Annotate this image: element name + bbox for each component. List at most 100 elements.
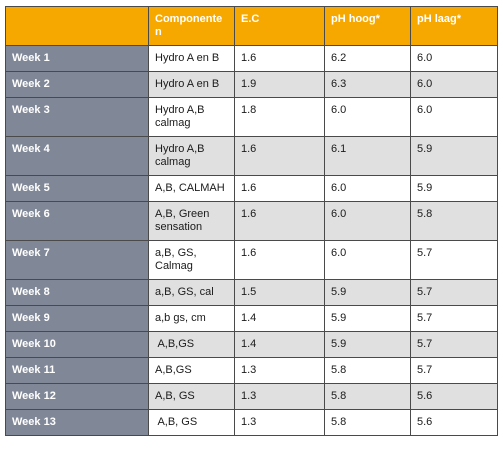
- ph-high-cell: 6.0: [324, 201, 411, 241]
- ph-low-cell: 5.7: [410, 240, 498, 280]
- ph-high-cell: 6.0: [324, 175, 411, 202]
- ec-cell: 1.6: [234, 136, 325, 176]
- table-row: Week 12 A,B, GS 1.3 5.8 5.6: [5, 383, 498, 410]
- ec-cell: 1.3: [234, 357, 325, 384]
- components-cell: A,B, CALMAH: [148, 175, 235, 202]
- components-cell: Hydro A,B calmag: [148, 136, 235, 176]
- week-cell: Week 4: [5, 136, 149, 176]
- table-row: Week 6 A,B, Green sensation 1.6 6.0 5.8: [5, 201, 498, 241]
- ec-cell: 1.8: [234, 97, 325, 137]
- ph-high-cell: 6.0: [324, 240, 411, 280]
- ph-high-cell: 6.1: [324, 136, 411, 176]
- table-row: Week 13 A,B, GS 1.3 5.8 5.6: [5, 409, 498, 436]
- week-cell: Week 1: [5, 45, 149, 72]
- components-cell: a,b gs, cm: [148, 305, 235, 332]
- header-ph-low: pH laag*: [410, 6, 498, 46]
- ec-cell: 1.9: [234, 71, 325, 98]
- components-cell: A,B, GS: [148, 383, 235, 410]
- ph-low-cell: 5.9: [410, 136, 498, 176]
- week-cell: Week 2: [5, 71, 149, 98]
- ec-cell: 1.4: [234, 331, 325, 358]
- components-line: A,B, GS: [155, 416, 198, 428]
- header-row: Componente n E.C pH hoog* pH laag*: [5, 6, 498, 46]
- ph-high-cell: 5.8: [324, 383, 411, 410]
- components-line: calmag: [155, 117, 191, 129]
- ph-low-cell: 5.6: [410, 409, 498, 436]
- header-text-line: pH laag*: [417, 13, 462, 25]
- ec-cell: 1.3: [234, 409, 325, 436]
- header-text-line: E.C: [241, 13, 260, 25]
- table-row: Week 7 a,B, GS, Calmag 1.6 6.0 5.7: [5, 240, 498, 280]
- header-text-line: n: [155, 26, 162, 38]
- week-cell: Week 11: [5, 357, 149, 384]
- table-row: Week 3 Hydro A,B calmag 1.8 6.0 6.0: [5, 97, 498, 137]
- week-cell: Week 13: [5, 409, 149, 436]
- components-line: sensation: [155, 221, 203, 233]
- components-line: Calmag: [155, 260, 193, 272]
- components-line: A,B, CALMAH: [155, 182, 225, 194]
- table-row: Week 10 A,B,GS 1.4 5.9 5.7: [5, 331, 498, 358]
- components-cell: a,B, GS, cal: [148, 279, 235, 306]
- ph-low-cell: 5.8: [410, 201, 498, 241]
- header-text-line: pH hoog*: [331, 13, 380, 25]
- week-cell: Week 6: [5, 201, 149, 241]
- ph-high-cell: 5.9: [324, 331, 411, 358]
- components-line: A,B, Green: [155, 208, 210, 220]
- table-body: Week 1 Hydro A en B 1.6 6.2 6.0 Week 2 Hydro A…: [5, 45, 498, 436]
- ph-low-cell: 6.0: [410, 45, 498, 72]
- ph-low-cell: 5.9: [410, 175, 498, 202]
- components-line: calmag: [155, 156, 191, 168]
- week-cell: Week 8: [5, 279, 149, 306]
- table-row: Week 4 Hydro A,B calmag 1.6 6.1 5.9: [5, 136, 498, 176]
- ph-high-cell: 5.8: [324, 357, 411, 384]
- ph-high-cell: 6.3: [324, 71, 411, 98]
- ec-cell: 1.4: [234, 305, 325, 332]
- components-cell: A,B, Green sensation: [148, 201, 235, 241]
- week-cell: Week 3: [5, 97, 149, 137]
- components-cell: A,B,GS: [148, 331, 235, 358]
- ph-low-cell: 6.0: [410, 71, 498, 98]
- table-row: Week 2 Hydro A en B 1.9 6.3 6.0: [5, 71, 498, 98]
- header-ph-high: pH hoog*: [324, 6, 411, 46]
- components-line: Hydro A en B: [155, 78, 220, 90]
- nutrient-schedule-table: Componente n E.C pH hoog* pH laag* Week 1 Hyd…: [5, 6, 498, 436]
- components-cell: Hydro A en B: [148, 45, 235, 72]
- week-cell: Week 7: [5, 240, 149, 280]
- components-line: Hydro A,B: [155, 104, 205, 116]
- components-cell: A,B, GS: [148, 409, 235, 436]
- components-line: Hydro A en B: [155, 52, 220, 64]
- components-cell: a,B, GS, Calmag: [148, 240, 235, 280]
- components-line: Hydro A,B: [155, 143, 205, 155]
- ec-cell: 1.6: [234, 201, 325, 241]
- ph-low-cell: 5.7: [410, 331, 498, 358]
- components-line: a,b gs, cm: [155, 312, 206, 324]
- components-line: a,B, GS,: [155, 247, 197, 259]
- components-cell: A,B,GS: [148, 357, 235, 384]
- header-componenten: Componente n: [148, 6, 235, 46]
- ec-cell: 1.6: [234, 45, 325, 72]
- components-line: A,B, GS: [155, 390, 195, 402]
- ph-low-cell: 5.7: [410, 279, 498, 306]
- ec-cell: 1.5: [234, 279, 325, 306]
- table-row: Week 11 A,B,GS 1.3 5.8 5.7: [5, 357, 498, 384]
- ph-low-cell: 6.0: [410, 97, 498, 137]
- ph-high-cell: 6.2: [324, 45, 411, 72]
- header-text-line: Componente: [155, 13, 223, 25]
- components-cell: Hydro A,B calmag: [148, 97, 235, 137]
- table-row: Week 1 Hydro A en B 1.6 6.2 6.0: [5, 45, 498, 72]
- components-line: A,B,GS: [155, 338, 195, 350]
- header-empty: [5, 6, 149, 46]
- ph-high-cell: 5.9: [324, 279, 411, 306]
- ph-high-cell: 5.9: [324, 305, 411, 332]
- table-row: Week 9 a,b gs, cm 1.4 5.9 5.7: [5, 305, 498, 332]
- ec-cell: 1.6: [234, 240, 325, 280]
- components-cell: Hydro A en B: [148, 71, 235, 98]
- ec-cell: 1.3: [234, 383, 325, 410]
- ph-high-cell: 6.0: [324, 97, 411, 137]
- ph-high-cell: 5.8: [324, 409, 411, 436]
- ph-low-cell: 5.6: [410, 383, 498, 410]
- week-cell: Week 12: [5, 383, 149, 410]
- week-cell: Week 10: [5, 331, 149, 358]
- week-cell: Week 5: [5, 175, 149, 202]
- week-cell: Week 9: [5, 305, 149, 332]
